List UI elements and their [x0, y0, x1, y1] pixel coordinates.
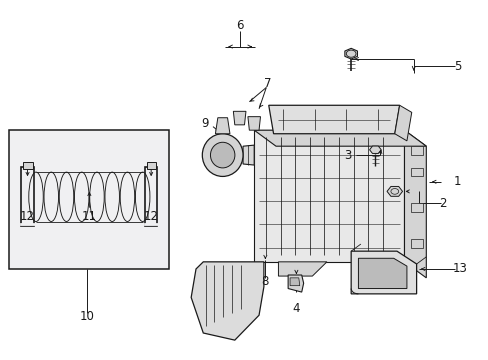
Polygon shape — [254, 130, 426, 146]
Polygon shape — [254, 130, 404, 262]
Polygon shape — [191, 262, 264, 340]
Polygon shape — [358, 258, 406, 288]
Bar — [145, 167, 157, 226]
Text: 6: 6 — [235, 19, 243, 32]
Text: 12: 12 — [143, 210, 158, 222]
Text: 8: 8 — [261, 275, 268, 288]
Polygon shape — [394, 105, 411, 141]
Text: 7: 7 — [264, 77, 271, 90]
Bar — [410, 239, 422, 248]
Polygon shape — [268, 105, 399, 134]
Text: 4: 4 — [292, 302, 300, 315]
Polygon shape — [243, 145, 254, 165]
Ellipse shape — [202, 134, 243, 176]
Text: 1: 1 — [453, 175, 461, 188]
Ellipse shape — [210, 142, 234, 168]
Polygon shape — [350, 251, 416, 294]
Polygon shape — [404, 130, 426, 278]
Polygon shape — [233, 111, 245, 125]
Polygon shape — [289, 278, 299, 286]
Text: 3: 3 — [343, 149, 350, 162]
Polygon shape — [287, 275, 303, 292]
Bar — [9, 130, 169, 269]
Polygon shape — [386, 186, 402, 196]
Bar — [410, 146, 422, 155]
Bar — [410, 203, 422, 212]
Text: 5: 5 — [453, 60, 461, 73]
Text: 12: 12 — [20, 210, 35, 222]
Text: 10: 10 — [80, 310, 94, 324]
Bar — [21, 167, 34, 226]
Text: 9: 9 — [201, 117, 208, 130]
Polygon shape — [247, 117, 260, 130]
Polygon shape — [344, 48, 357, 59]
Text: 13: 13 — [452, 262, 467, 275]
Text: 2: 2 — [439, 197, 446, 210]
Text: 11: 11 — [81, 210, 97, 222]
Polygon shape — [215, 118, 229, 134]
Polygon shape — [278, 262, 326, 276]
Bar — [23, 162, 33, 169]
Bar — [146, 162, 156, 169]
Polygon shape — [369, 146, 381, 153]
Bar — [410, 167, 422, 176]
